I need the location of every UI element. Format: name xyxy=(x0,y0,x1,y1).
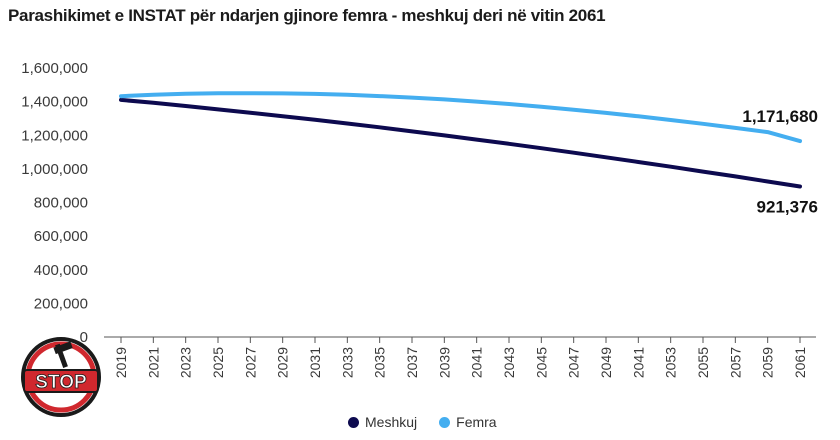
x-tick-label: 2053 xyxy=(663,347,679,378)
data-label-femra: 1,171,680 xyxy=(742,107,818,126)
x-tick-label: 2041 xyxy=(469,347,485,378)
legend: Meshkuj Femra xyxy=(348,414,497,430)
legend-label-meshkuj: Meshkuj xyxy=(365,414,418,430)
y-tick-label: 1,000,000 xyxy=(21,161,88,178)
x-tick-label: 2029 xyxy=(275,347,291,378)
x-tick-label: 2041 xyxy=(630,347,646,378)
x-tick-label: 2049 xyxy=(598,347,614,378)
chart-title: Parashikimet e INSTAT për ndarjen gjinor… xyxy=(8,6,606,25)
x-tick-label: 2025 xyxy=(210,347,226,378)
x-tick-label: 2055 xyxy=(695,347,711,378)
legend-label-femra: Femra xyxy=(456,414,497,430)
y-tick-label: 1,400,000 xyxy=(21,94,88,111)
y-axis-ticks: 0 200,000 400,000 600,000 800,000 1,000,000 1,… xyxy=(21,60,88,346)
x-tick-label: 2019 xyxy=(113,347,129,378)
x-tick-label: 2059 xyxy=(760,347,776,378)
y-tick-label: 600,000 xyxy=(34,228,88,245)
legend-item-femra: Femra xyxy=(439,414,497,430)
legend-swatch-femra xyxy=(439,416,451,428)
data-label-meshkuj: 921,376 xyxy=(757,198,818,217)
y-tick-label: 400,000 xyxy=(34,262,88,279)
x-tick-label: 2023 xyxy=(178,347,194,378)
logo-text: STOP xyxy=(35,372,87,393)
data-labels: 1,171,680 921,376 xyxy=(742,107,818,216)
y-tick-label: 1,600,000 xyxy=(21,60,88,77)
x-tick-label: 2027 xyxy=(242,347,258,378)
x-tick-label: 2043 xyxy=(501,347,517,378)
series-line-meshkuj xyxy=(119,97,802,189)
x-tick-label: 2031 xyxy=(307,347,323,378)
x-tick-label: 2039 xyxy=(436,347,452,378)
x-tick-label: 2057 xyxy=(727,347,743,378)
y-tick-label: 800,000 xyxy=(34,195,88,212)
y-tick-label: 0 xyxy=(80,329,88,346)
series-line-femra xyxy=(119,91,802,144)
x-tick-label: 2033 xyxy=(339,347,355,378)
x-tick-label: 2047 xyxy=(566,347,582,378)
legend-swatch-meshkuj xyxy=(348,416,359,428)
x-tick-label: 2037 xyxy=(404,347,420,378)
series-lines xyxy=(119,91,802,189)
y-tick-label: 1,200,000 xyxy=(21,127,88,144)
legend-item-meshkuj: Meshkuj xyxy=(348,414,417,430)
x-tick-label: 2061 xyxy=(792,347,808,378)
x-tick-label: 2045 xyxy=(533,347,549,378)
x-tick-label: 2035 xyxy=(372,347,388,378)
x-axis: 2019 2021 2023 2025 2027 2029 2031 2033 2035 2037… xyxy=(104,336,816,378)
y-tick-label: 200,000 xyxy=(34,295,88,312)
stop-logo: STOP xyxy=(21,337,101,417)
x-tick-label: 2021 xyxy=(145,347,161,378)
